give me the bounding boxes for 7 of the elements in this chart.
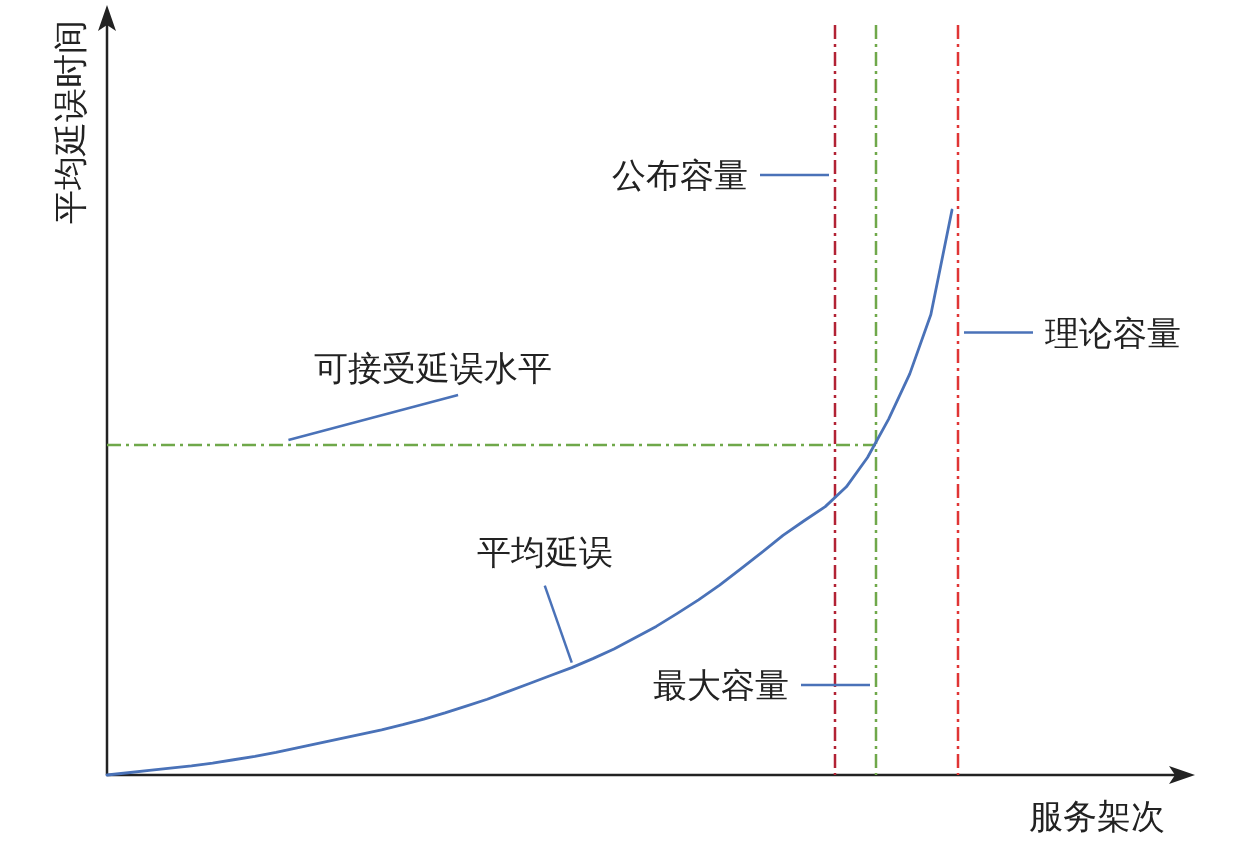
annotation: 平均延误 xyxy=(476,531,613,572)
text: 理论容量 xyxy=(1045,312,1181,353)
annotation: 最大容量 xyxy=(653,665,789,705)
ref-line-label: 可接受延误水平 xyxy=(314,348,553,389)
x-axis-title: 服务架次 xyxy=(1029,796,1165,836)
text: 公布容量 xyxy=(612,155,748,195)
y-axis-title: 平均延误时间 xyxy=(50,20,90,224)
